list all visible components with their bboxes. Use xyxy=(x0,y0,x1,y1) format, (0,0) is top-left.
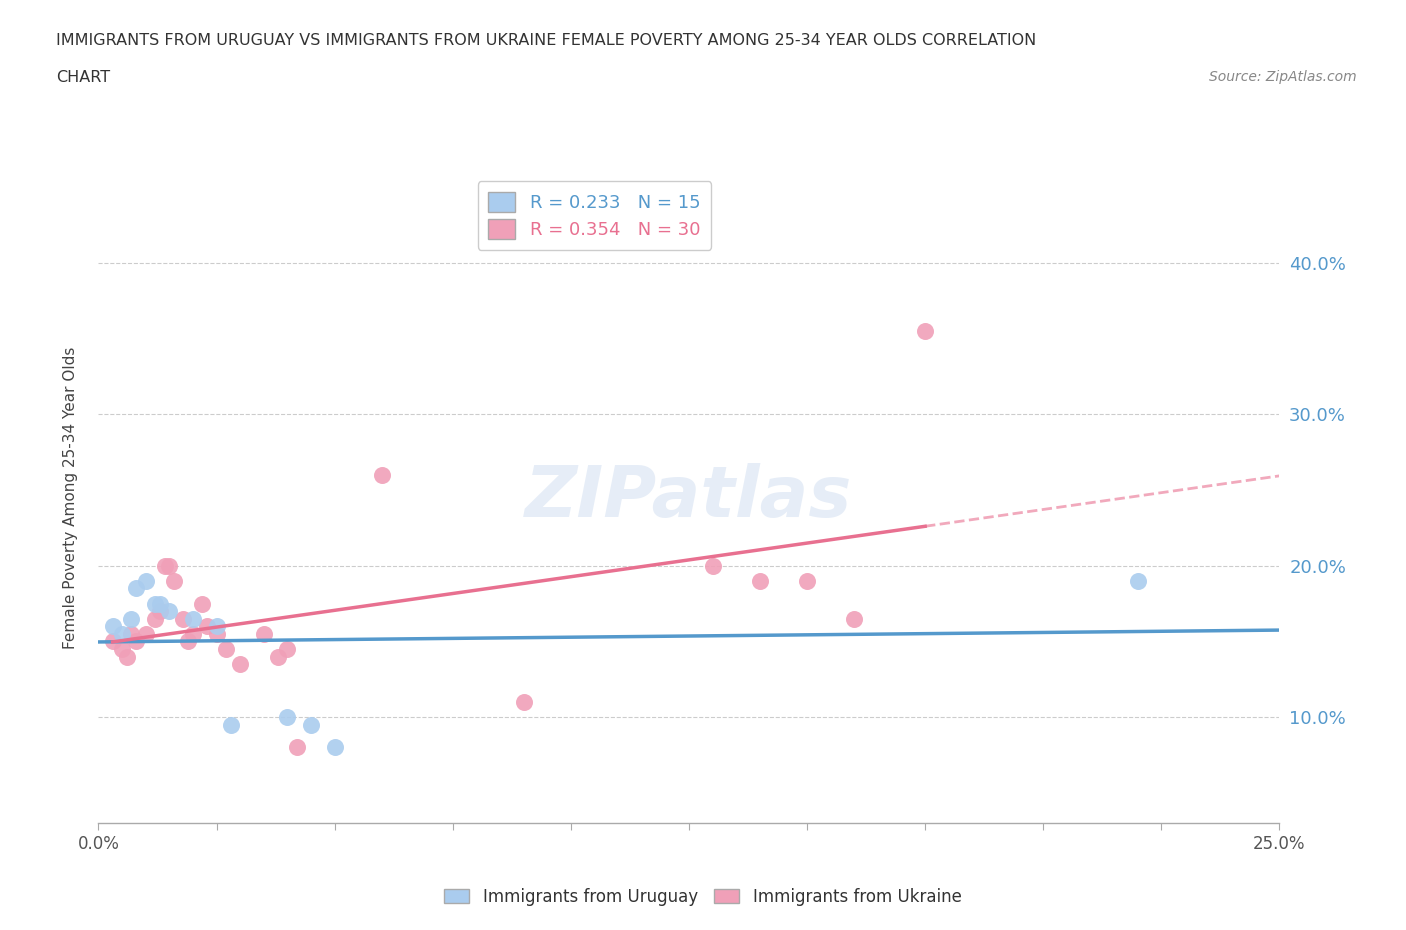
Point xyxy=(285,740,308,755)
Text: ZIPatlas: ZIPatlas xyxy=(526,463,852,532)
Point xyxy=(121,627,143,642)
Point xyxy=(253,627,276,642)
Point xyxy=(191,596,214,611)
Point xyxy=(121,611,143,626)
Point xyxy=(219,717,242,732)
Point xyxy=(181,627,204,642)
Point xyxy=(229,657,252,671)
Point xyxy=(323,740,346,755)
Text: Source: ZipAtlas.com: Source: ZipAtlas.com xyxy=(1209,70,1357,84)
Point xyxy=(115,649,138,664)
Point xyxy=(702,558,724,573)
Point xyxy=(177,634,200,649)
Point xyxy=(205,627,228,642)
Point xyxy=(111,627,134,642)
Point xyxy=(143,611,166,626)
Point xyxy=(276,642,298,657)
Point xyxy=(299,717,322,732)
Point xyxy=(215,642,238,657)
Point xyxy=(195,618,218,633)
Legend: R = 0.233   N = 15, R = 0.354   N = 30: R = 0.233 N = 15, R = 0.354 N = 30 xyxy=(478,181,711,250)
Text: CHART: CHART xyxy=(56,70,110,85)
Point xyxy=(1126,574,1149,589)
Point xyxy=(163,574,186,589)
Point xyxy=(844,611,866,626)
Point xyxy=(512,695,534,710)
Point xyxy=(205,618,228,633)
Point xyxy=(111,642,134,657)
Point xyxy=(135,574,157,589)
Point xyxy=(143,596,166,611)
Point xyxy=(101,618,124,633)
Point xyxy=(748,574,770,589)
Point xyxy=(796,574,818,589)
Y-axis label: Female Poverty Among 25-34 Year Olds: Female Poverty Among 25-34 Year Olds xyxy=(63,346,77,649)
Point xyxy=(149,596,172,611)
Point xyxy=(125,634,148,649)
Point xyxy=(157,604,180,618)
Point xyxy=(276,710,298,724)
Point xyxy=(125,581,148,596)
Point xyxy=(149,604,172,618)
Point xyxy=(153,558,176,573)
Point xyxy=(267,649,290,664)
Point xyxy=(914,324,936,339)
Point xyxy=(157,558,180,573)
Point xyxy=(101,634,124,649)
Text: IMMIGRANTS FROM URUGUAY VS IMMIGRANTS FROM UKRAINE FEMALE POVERTY AMONG 25-34 YE: IMMIGRANTS FROM URUGUAY VS IMMIGRANTS FR… xyxy=(56,33,1036,47)
Point xyxy=(371,468,394,483)
Legend: Immigrants from Uruguay, Immigrants from Ukraine: Immigrants from Uruguay, Immigrants from… xyxy=(437,881,969,912)
Point xyxy=(172,611,194,626)
Point xyxy=(181,611,204,626)
Point xyxy=(135,627,157,642)
